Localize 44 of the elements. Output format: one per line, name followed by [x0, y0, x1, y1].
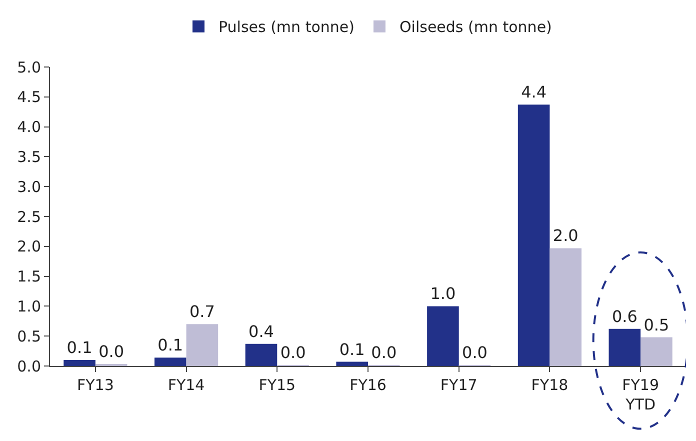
data-label: 4.4	[521, 82, 547, 102]
data-label: 0.5	[644, 315, 670, 334]
x-tick-label: FY13	[76, 376, 114, 394]
data-label: 0.1	[158, 336, 184, 355]
bar	[336, 362, 368, 366]
y-tick-label: 5.0	[17, 58, 41, 76]
y-tick-label: 4.0	[17, 118, 41, 136]
bar	[518, 104, 550, 366]
data-label: 0.1	[66, 338, 92, 358]
data-label: 2.0	[552, 226, 578, 246]
x-tick-label: FY18	[531, 376, 568, 394]
x-tick-label: FY14	[168, 376, 205, 394]
y-tick-label: 0.5	[17, 327, 41, 346]
data-label: 0.0	[98, 342, 124, 361]
data-label: 0.0	[280, 343, 306, 362]
x-tick-label: FY17	[440, 376, 478, 394]
bar	[427, 306, 459, 366]
bar	[608, 328, 641, 366]
x-tick-label: FY16	[350, 376, 386, 394]
y-tick-label: 1.0	[17, 297, 41, 316]
x-tick-label: FY19 YTD	[622, 376, 660, 414]
bar	[186, 324, 218, 366]
data-label: 1.0	[430, 284, 456, 304]
y-tick-label: 1.5	[17, 268, 41, 286]
bar	[245, 344, 278, 366]
data-label: 0.0	[462, 343, 488, 362]
data-label: 0.7	[189, 302, 215, 322]
data-label: 0.4	[248, 322, 274, 341]
data-label: 0.6	[612, 306, 638, 326]
x-tick-label: FY15	[258, 376, 296, 394]
y-tick-label: 2.0	[17, 238, 41, 256]
bar	[154, 358, 186, 366]
bar	[550, 248, 582, 366]
bar	[640, 337, 672, 366]
bar	[64, 360, 96, 366]
y-tick-label: 3.5	[17, 148, 41, 166]
y-tick-label: 4.5	[17, 88, 41, 106]
y-tick-label: 0.0	[17, 357, 41, 376]
data-label: 0.1	[339, 340, 365, 359]
y-tick-label: 3.0	[17, 178, 41, 196]
data-label: 0.0	[371, 343, 397, 362]
y-tick-label: 2.5	[17, 208, 41, 226]
legend-label: Pulses (mn tonne)	[218, 18, 354, 36]
legend-label: Oilseeds (mn tonne)	[399, 18, 552, 36]
